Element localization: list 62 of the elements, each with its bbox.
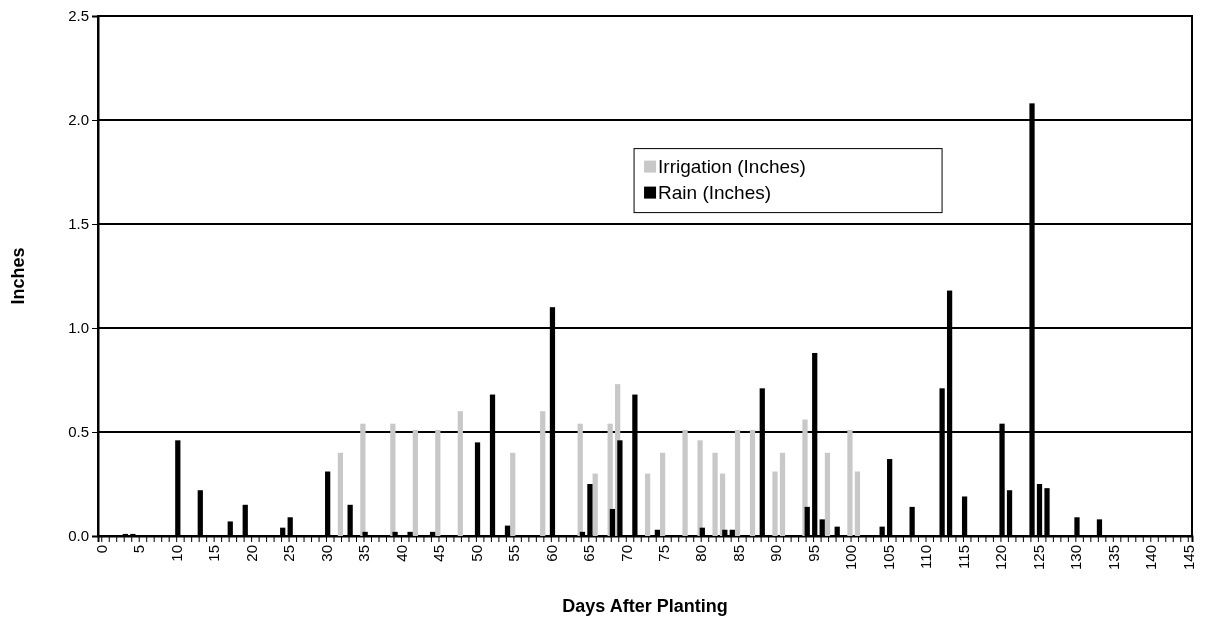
x-tick-label: 135 [1104,545,1122,571]
x-tick-label: 15 [205,545,223,562]
x-tick-label: 20 [242,545,260,562]
bar [779,452,786,536]
y-tick-label: 1.0 [68,319,89,337]
bar [510,452,516,536]
x-tick-label: 45 [430,545,448,562]
x-tick-label: 55 [505,545,523,562]
bar [824,452,831,536]
x-tick-label: 100 [842,545,860,571]
bar [412,429,418,536]
x-tick-label: 120 [992,545,1010,571]
bar [540,411,546,536]
bar [390,423,396,536]
bar [772,471,778,536]
bar [577,423,583,536]
y-tick-label: 0.0 [68,527,89,545]
y-tick-label: 2.5 [68,7,89,25]
y-tick-label: 0.5 [68,423,89,441]
bar [360,423,366,536]
x-tick-label: 75 [654,545,672,562]
bar [659,452,666,536]
x-tick-label: 140 [1142,545,1160,571]
bar [682,429,688,536]
bar [457,411,463,536]
x-tick-label: 0 [93,545,110,554]
y-tick-label: 2.0 [68,111,89,129]
x-tick-label: 130 [1067,545,1085,571]
x-tick-label: 10 [167,545,185,562]
x-tick-label: 35 [355,545,373,562]
x-tick-label: 30 [317,545,335,562]
x-tick-label: 125 [1029,545,1047,571]
bar [712,452,718,536]
legend-label: Irrigation (Inches) [658,155,806,177]
x-tick-label: 40 [392,545,410,562]
x-axis-title: Days After Planting [562,596,728,616]
x-tick-label: 95 [804,545,822,562]
x-tick-label: 145 [1179,545,1197,571]
bar [435,429,441,536]
x-tick-label: 80 [692,545,710,562]
x-tick-label: 5 [130,545,148,554]
bar [749,429,756,536]
x-tick-label: 70 [617,545,635,562]
bar [854,471,861,536]
x-tick-label: 90 [767,545,785,562]
x-tick-label: 25 [280,545,298,562]
x-tick-label: 65 [580,545,598,562]
y-axis-title: Inches [8,247,28,305]
x-tick-label: 85 [729,545,747,562]
bar [645,473,651,536]
bar [592,473,598,536]
x-tick-label: 110 [917,545,935,569]
x-tick-label: 115 [954,545,972,569]
x-tick-label: 60 [542,545,560,562]
y-tick-label: 1.5 [68,215,89,233]
bar [734,429,741,536]
x-tick-label: 50 [467,545,485,562]
bar [697,440,703,536]
bar [337,452,344,536]
bar [847,429,853,536]
x-tick-label: 105 [879,545,897,571]
legend-label: Rain (Inches) [658,181,772,203]
